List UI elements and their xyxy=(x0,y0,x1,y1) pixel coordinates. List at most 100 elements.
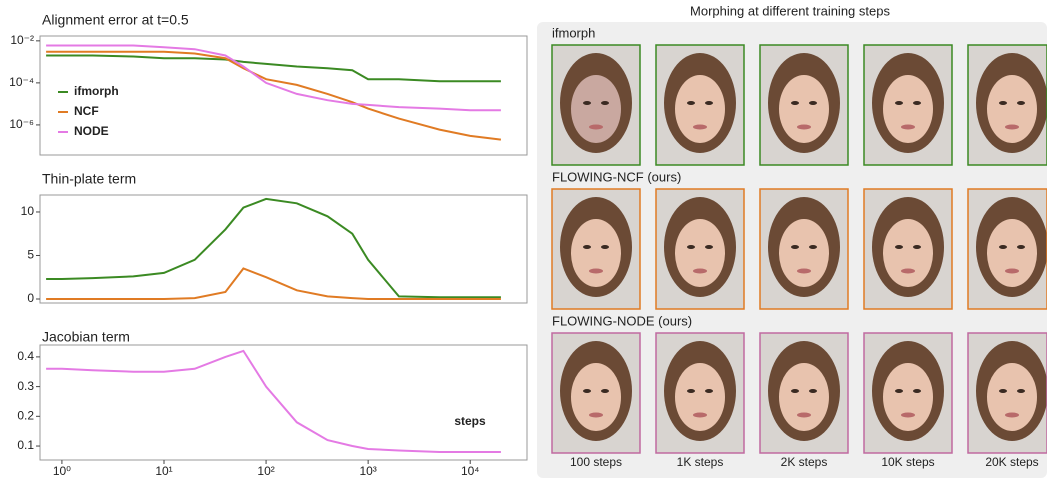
eye xyxy=(791,245,799,249)
face xyxy=(675,75,725,143)
eye xyxy=(687,245,695,249)
mouth xyxy=(1005,125,1019,130)
mouth xyxy=(901,125,915,130)
face xyxy=(987,363,1037,431)
row-label: ifmorph xyxy=(552,25,595,40)
chart-title: Thin-plate term xyxy=(42,171,136,187)
plot-frame xyxy=(40,195,527,303)
y-tick-label: 0.4 xyxy=(17,349,34,363)
column-label: 1K steps xyxy=(677,455,724,469)
series-line xyxy=(46,199,501,297)
eye xyxy=(705,245,713,249)
x-tick-label: 10⁰ xyxy=(53,464,71,478)
eye xyxy=(895,101,903,105)
row-label: FLOWING-NCF (ours) xyxy=(552,169,681,184)
mouth xyxy=(693,413,707,418)
face-image xyxy=(760,189,848,309)
face xyxy=(571,219,621,287)
face-image xyxy=(864,333,952,453)
y-tick-label: 0 xyxy=(27,291,34,305)
eye xyxy=(1017,389,1025,393)
grid-title: Morphing at different training steps xyxy=(690,3,890,18)
eye xyxy=(1017,101,1025,105)
legend-label: ifmorph xyxy=(74,84,119,98)
eye xyxy=(687,101,695,105)
mouth xyxy=(589,125,603,130)
eye xyxy=(999,245,1007,249)
y-tick-label: 10 xyxy=(21,204,35,218)
face-image xyxy=(760,45,848,165)
legend-label: NCF xyxy=(74,104,99,118)
eye xyxy=(913,101,921,105)
annotation: steps xyxy=(454,414,486,428)
eye xyxy=(601,101,609,105)
mouth xyxy=(797,413,811,418)
mouth xyxy=(589,413,603,418)
plot-frame xyxy=(40,345,527,460)
eye xyxy=(999,389,1007,393)
eye xyxy=(895,245,903,249)
y-tick-label: 0.2 xyxy=(17,408,34,422)
face-image xyxy=(656,333,744,453)
eye xyxy=(895,389,903,393)
eye xyxy=(913,389,921,393)
x-tick-label: 10² xyxy=(257,464,274,478)
column-label: 10K steps xyxy=(881,455,934,469)
face-image xyxy=(656,45,744,165)
x-tick-label: 10³ xyxy=(359,464,376,478)
eye xyxy=(791,389,799,393)
eye xyxy=(1017,245,1025,249)
eye xyxy=(809,101,817,105)
y-tick-label: 10⁻⁴ xyxy=(9,75,34,89)
eye xyxy=(601,245,609,249)
eye xyxy=(705,101,713,105)
face-image xyxy=(552,333,640,453)
mouth xyxy=(1005,269,1019,274)
y-tick-label: 10⁻⁶ xyxy=(9,117,34,131)
eye xyxy=(809,245,817,249)
eye xyxy=(705,389,713,393)
face-image xyxy=(656,189,744,309)
face xyxy=(987,219,1037,287)
face xyxy=(883,363,933,431)
face-image xyxy=(864,45,952,165)
y-tick-label: 0.1 xyxy=(17,438,34,452)
mouth xyxy=(693,269,707,274)
face xyxy=(675,219,725,287)
mouth xyxy=(797,125,811,130)
y-tick-label: 10⁻² xyxy=(10,33,34,47)
x-tick-label: 10¹ xyxy=(155,464,172,478)
chart-title: Alignment error at t=0.5 xyxy=(42,12,189,28)
eye xyxy=(583,389,591,393)
mouth xyxy=(693,125,707,130)
face xyxy=(779,363,829,431)
mouth xyxy=(589,269,603,274)
face xyxy=(571,75,621,143)
face xyxy=(883,75,933,143)
chart-title: Jacobian term xyxy=(42,329,130,345)
mouth xyxy=(797,269,811,274)
face-image xyxy=(552,189,640,309)
eye xyxy=(687,389,695,393)
y-tick-label: 0.3 xyxy=(17,379,34,393)
mouth xyxy=(901,269,915,274)
figure: Morphing at different training steps Ali… xyxy=(0,0,1047,478)
eye xyxy=(583,245,591,249)
face xyxy=(883,219,933,287)
column-label: 2K steps xyxy=(781,455,828,469)
eye xyxy=(913,245,921,249)
mouth xyxy=(1005,413,1019,418)
eye xyxy=(809,389,817,393)
face-image xyxy=(760,333,848,453)
mouth xyxy=(901,413,915,418)
series-line xyxy=(46,56,501,82)
face-image xyxy=(864,189,952,309)
eye xyxy=(791,101,799,105)
face xyxy=(779,219,829,287)
face xyxy=(571,363,621,431)
face-image xyxy=(968,45,1047,165)
column-label: 20K steps xyxy=(985,455,1038,469)
y-tick-label: 5 xyxy=(27,248,34,262)
face xyxy=(675,363,725,431)
face-image xyxy=(968,189,1047,309)
